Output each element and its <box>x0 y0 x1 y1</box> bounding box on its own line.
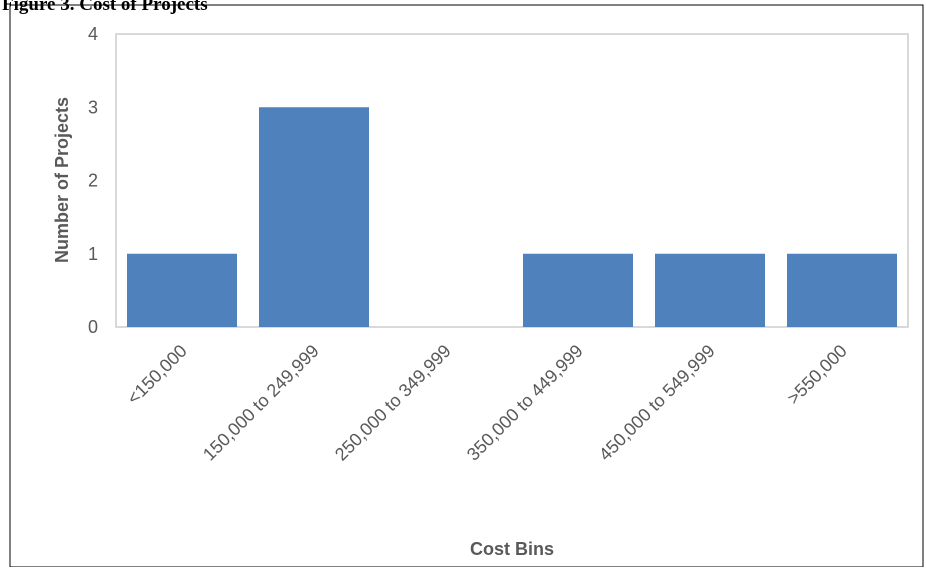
y-tick-label: 2 <box>88 171 98 191</box>
bar <box>787 253 897 327</box>
y-tick-label: 1 <box>88 244 98 264</box>
bars <box>127 107 897 327</box>
x-tick-label: 350,000 to 449,999 <box>463 341 587 465</box>
bar <box>655 253 765 327</box>
chart-title: Figure 3. Cost of Projects <box>2 0 208 15</box>
y-axis: 0 1 2 3 4 <box>88 24 98 337</box>
y-axis-title: Number of Projects <box>52 97 72 263</box>
x-tick-label: 150,000 to 249,999 <box>199 341 323 465</box>
x-tick-label: 250,000 to 349,999 <box>331 341 455 465</box>
x-tick-label: <150,000 <box>123 341 191 409</box>
y-tick-label: 0 <box>88 317 98 337</box>
y-tick-label: 4 <box>88 24 98 44</box>
x-axis: <150,000 150,000 to 249,999 250,000 to 349… <box>123 341 851 465</box>
x-axis-title: Cost Bins <box>470 539 554 559</box>
x-tick-label: 450,000 to 549,999 <box>595 341 719 465</box>
bar <box>523 253 633 327</box>
plot-area-border <box>115 33 909 328</box>
bar <box>127 253 237 327</box>
bar <box>259 107 369 327</box>
x-tick-label: >550,000 <box>783 341 851 409</box>
y-tick-label: 3 <box>88 97 98 117</box>
